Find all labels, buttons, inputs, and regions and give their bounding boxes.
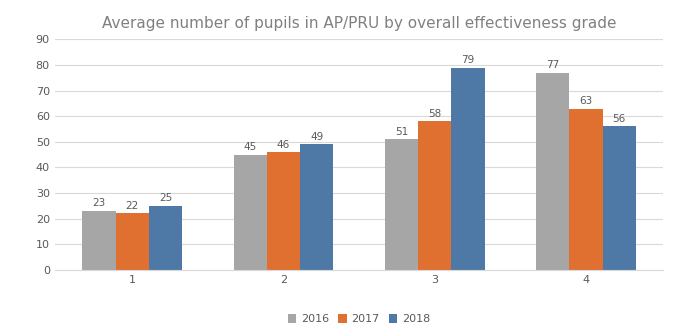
Bar — [569, 109, 603, 270]
Text: 45: 45 — [244, 142, 257, 152]
Text: 77: 77 — [546, 60, 560, 70]
Bar — [603, 126, 636, 270]
Text: 51: 51 — [395, 127, 408, 137]
Title: Average number of pupils in AP/PRU by overall effectiveness grade: Average number of pupils in AP/PRU by ov… — [102, 16, 616, 31]
Bar — [385, 139, 418, 270]
Text: 23: 23 — [92, 198, 105, 208]
Text: 63: 63 — [579, 96, 592, 106]
Bar — [82, 211, 116, 270]
Text: 22: 22 — [126, 201, 139, 211]
Text: 49: 49 — [310, 132, 324, 142]
Bar — [418, 121, 451, 270]
Text: 46: 46 — [277, 139, 290, 149]
Bar — [267, 152, 300, 270]
Bar — [234, 155, 267, 270]
Bar — [116, 214, 149, 270]
Bar — [451, 68, 484, 270]
Bar — [149, 206, 182, 270]
Bar — [536, 73, 569, 270]
Text: 25: 25 — [159, 193, 172, 203]
Bar — [300, 144, 333, 270]
Legend: 2016, 2017, 2018: 2016, 2017, 2018 — [283, 310, 435, 329]
Text: 79: 79 — [461, 55, 475, 65]
Text: 58: 58 — [428, 109, 441, 119]
Text: 56: 56 — [613, 114, 626, 124]
